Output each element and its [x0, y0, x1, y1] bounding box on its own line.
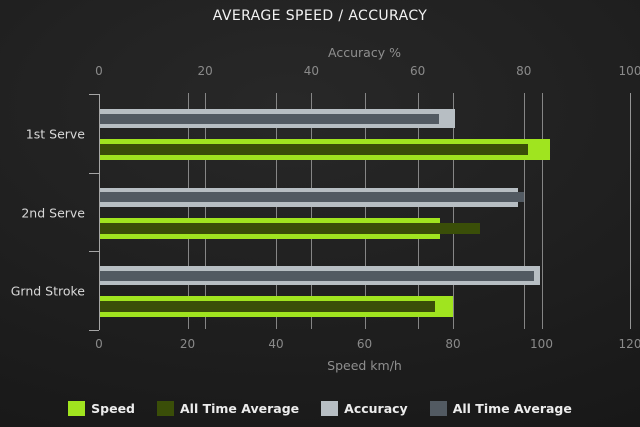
- bar-accuracy-avg-grnd-stroke: [100, 270, 535, 281]
- gridline-top-20: [205, 93, 207, 329]
- top-axis-title: Accuracy %: [328, 45, 401, 60]
- gridline-bottom-20: [187, 93, 189, 329]
- legend-label: Speed: [91, 400, 135, 416]
- chart-title: AVERAGE SPEED / ACCURACY: [212, 8, 428, 24]
- gridline-bottom-100: [541, 93, 543, 329]
- bottom-tick-label-40: 40: [268, 337, 284, 351]
- legend: Speed All Time Average Accuracy All Time Av…: [0, 399, 640, 417]
- bottom-tick-label-100: 100: [530, 337, 553, 351]
- legend-item-accuracy-average: All Time Average: [429, 400, 572, 416]
- top-tick-label-20: 20: [197, 64, 213, 78]
- bottom-tick-label-120: 120: [618, 337, 640, 351]
- top-tick-label-40: 40: [303, 64, 320, 78]
- top-tick-label-80: 80: [516, 64, 532, 78]
- legend-swatch: [157, 400, 174, 416]
- top-tick-label-60: 60: [409, 64, 426, 78]
- gridline-bottom-80: [453, 93, 454, 329]
- bar-accuracy-avg-2nd-serve: [100, 192, 524, 203]
- gridline-top-40: [311, 93, 313, 329]
- gridline-top-60: [417, 93, 419, 329]
- bottom-tick-label-0: 0: [95, 337, 103, 351]
- y-axis-line: [99, 94, 100, 330]
- y-axis-tick: [89, 172, 99, 174]
- gridline-bottom-60: [364, 93, 366, 329]
- bottom-axis-title: Speed km/h: [327, 358, 402, 373]
- category-label-grnd-stroke: Grnd Stroke: [10, 283, 85, 299]
- y-axis-tick: [89, 94, 99, 95]
- legend-item-speed-current: Speed: [68, 400, 135, 416]
- category-label-1st-serve: 1st Serve: [25, 126, 85, 142]
- category-label-2nd-serve: 2nd Serve: [21, 205, 85, 221]
- bottom-tick-label-20: 20: [179, 337, 196, 351]
- bar-speed-avg-grnd-stroke: [100, 301, 436, 313]
- bar-accuracy-avg-1st-serve: [100, 113, 439, 124]
- legend-item-speed-average: All Time Average: [157, 400, 300, 416]
- y-axis-tick: [89, 251, 99, 253]
- legend-swatch: [321, 400, 339, 416]
- y-axis-tick: [89, 330, 99, 331]
- legend-item-accuracy-current: Accuracy: [321, 400, 408, 416]
- legend-label: All Time Average: [452, 400, 572, 416]
- legend-swatch: [68, 400, 86, 416]
- legend-swatch: [429, 400, 447, 416]
- legend-label: Accuracy: [344, 400, 408, 416]
- top-tick-label-100: 100: [618, 64, 640, 78]
- bottom-tick-label-60: 60: [356, 337, 373, 351]
- gridline-bottom-120: [630, 93, 631, 329]
- bottom-tick-label-80: 80: [445, 337, 461, 351]
- top-tick-label-0: 0: [95, 64, 103, 78]
- bar-speed-avg-2nd-serve: [100, 222, 480, 234]
- legend-label: All Time Average: [180, 400, 300, 416]
- bar-speed-avg-1st-serve: [100, 144, 529, 155]
- gridline-bottom-40: [276, 93, 277, 329]
- gridline-top-80: [523, 93, 525, 329]
